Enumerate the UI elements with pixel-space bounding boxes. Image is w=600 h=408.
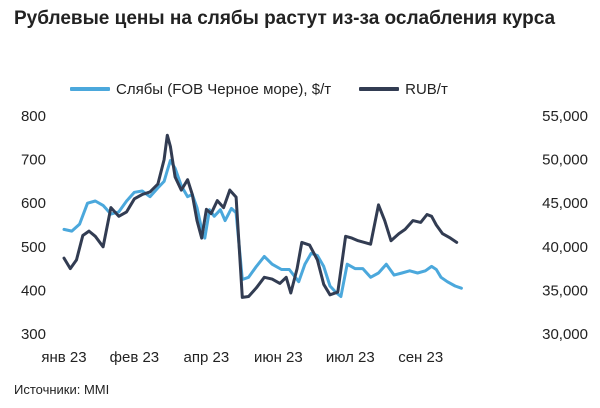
y-right-tick-label: 55,000 (542, 108, 588, 125)
x-tick-label: июн 23 (254, 349, 303, 366)
x-tick-label: фев 23 (110, 349, 160, 366)
x-tick-label: апр 23 (184, 349, 230, 366)
legend-label-rub: RUB/т (405, 80, 448, 98)
y-left-tick-label: 400 (21, 282, 46, 299)
legend-item-slabs: Слябы (FOB Черное море), $/т (70, 81, 331, 98)
legend: Слябы (FOB Черное море), $/т RUB/т (70, 76, 476, 102)
y-right-tick-label: 50,000 (542, 152, 588, 169)
series-line-slabs (62, 159, 463, 298)
y-right-tick-label: 45,000 (542, 195, 588, 212)
chart-title: Рублевые цены на слябы растут из-за осла… (14, 8, 556, 29)
y-left-tick-label: 700 (21, 152, 46, 169)
legend-label-slabs: Слябы (FOB Черное море), $/т (116, 80, 332, 98)
y-left-tick-label: 800 (21, 108, 46, 125)
y-right-tick-label: 40,000 (542, 239, 588, 256)
y-left-tick-label: 600 (21, 195, 46, 212)
x-tick-label: сен 23 (398, 349, 443, 366)
y-left-tick-label: 500 (21, 239, 46, 256)
series-line-rub (62, 133, 459, 299)
y-right-tick-label: 30,000 (542, 326, 588, 343)
y-left-tick-label: 300 (21, 326, 46, 343)
x-tick-label: янв 23 (41, 349, 86, 366)
y-right-tick-label: 35,000 (542, 282, 588, 299)
legend-item-rub: RUB/т (359, 81, 448, 98)
legend-swatch-rub (359, 87, 400, 91)
x-tick-label: июл 23 (326, 349, 375, 366)
source-note: Источники: MMI (14, 382, 110, 397)
legend-swatch-slabs (70, 87, 110, 91)
